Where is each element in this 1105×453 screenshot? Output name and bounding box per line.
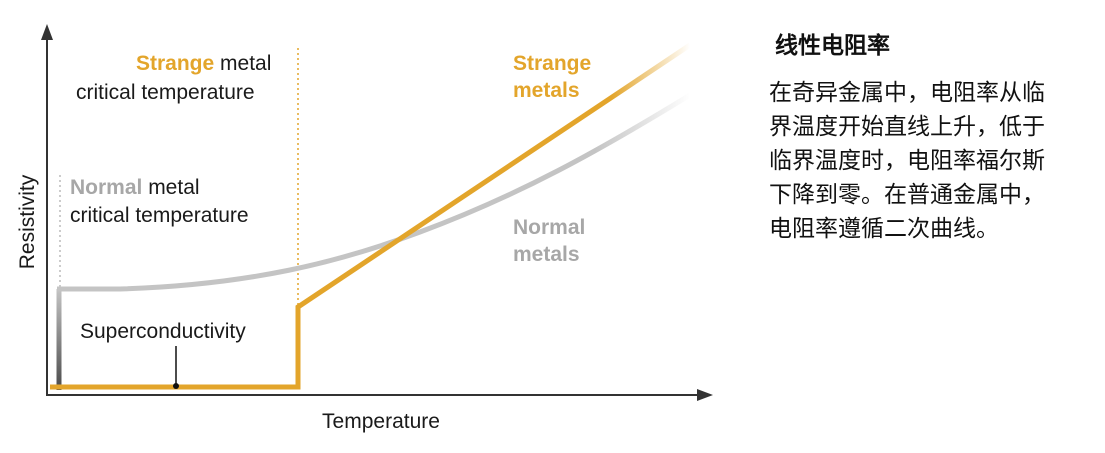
pointer-dot xyxy=(173,383,179,389)
x-axis-label: Temperature xyxy=(322,410,440,433)
sidebar-title: 线性电阻率 xyxy=(775,32,890,58)
sidebar-line: 在奇异金属中，电阻率从临 xyxy=(769,79,1045,105)
normal-curve xyxy=(57,92,692,292)
strange-curve-label: metals xyxy=(513,79,580,102)
strange-critical-label-2: critical temperature xyxy=(76,81,255,104)
strange-critical-label: Strange metal xyxy=(136,52,271,75)
y-axis-label: Resistivity xyxy=(16,174,39,269)
strange-curve-label: Strange xyxy=(513,52,591,75)
sidebar-line: 下降到零。在普通金属中， xyxy=(769,181,1045,207)
x-axis-arrow xyxy=(697,389,713,401)
superconductivity-label: Superconductivity xyxy=(80,320,246,343)
label-rest: metal xyxy=(214,52,271,75)
normal-critical-label: Normal metal xyxy=(70,176,200,199)
sidebar-line: 临界温度时，电阻率福尔斯 xyxy=(769,147,1045,173)
label-rest: metal xyxy=(142,176,199,199)
highlight: Normal xyxy=(70,176,142,199)
y-axis-arrow xyxy=(41,24,53,40)
sidebar-line: 界温度开始直线上升，低于 xyxy=(769,113,1045,139)
highlight: Strange xyxy=(136,52,214,75)
normal-curve-label: metals xyxy=(513,243,580,266)
normal-critical-label-2: critical temperature xyxy=(70,204,249,227)
sidebar-line: 电阻率遵循二次曲线。 xyxy=(769,215,999,241)
normal-curve-label: Normal xyxy=(513,216,585,239)
